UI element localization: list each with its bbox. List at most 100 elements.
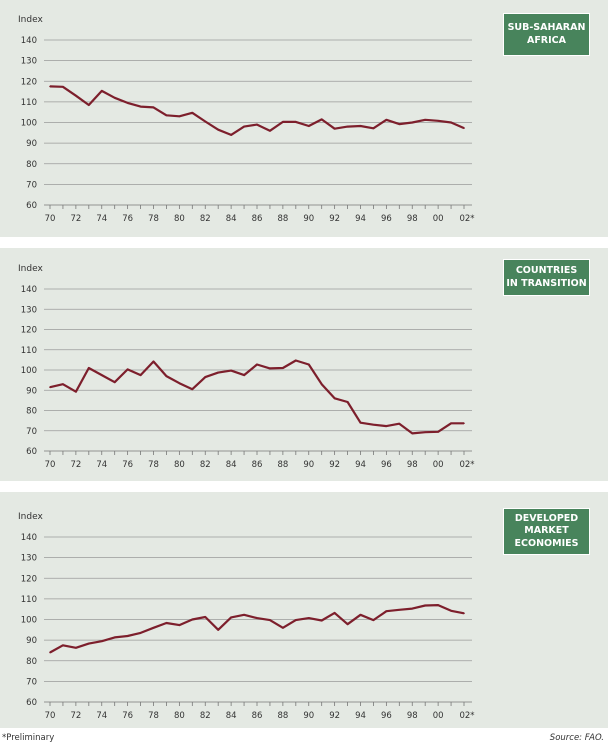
- data-point: [204, 120, 207, 123]
- y-tick-label: 90: [26, 636, 37, 646]
- x-tick-label: 98: [407, 214, 418, 224]
- x-tick-label: 00: [433, 460, 444, 470]
- region-badge: DEVELOPED MARKET ECONOMIES: [503, 508, 590, 555]
- x-tick-label: 92: [329, 460, 340, 470]
- data-point: [178, 382, 181, 384]
- x-tick-label: 80: [174, 711, 185, 721]
- data-point: [424, 431, 426, 433]
- x-tick-label: 00: [433, 711, 444, 721]
- data-point: [152, 360, 155, 363]
- data-point: [152, 106, 155, 109]
- data-point: [113, 381, 116, 383]
- data-point: [230, 616, 232, 619]
- x-tick-label: 78: [148, 460, 159, 470]
- data-point: [256, 617, 258, 619]
- panel-countries-in-transition: Index 60 70 80 90 100 110 120 130 140 70 72 74 76 78 80…: [0, 248, 608, 481]
- data-point: [256, 123, 258, 126]
- data-point: [100, 90, 103, 92]
- y-tick-label: 70: [26, 427, 37, 437]
- data-point: [411, 607, 414, 610]
- data-point: [139, 105, 142, 108]
- y-tick-label: 60: [26, 201, 37, 211]
- data-point: [320, 619, 323, 622]
- data-point: [75, 94, 77, 97]
- data-point: [100, 374, 103, 376]
- y-axis-label: Index: [18, 512, 43, 522]
- data-point: [372, 127, 375, 130]
- data-point: [88, 642, 90, 645]
- data-point: [165, 622, 168, 624]
- x-tick-label: 74: [96, 460, 107, 470]
- series-line: [49, 85, 465, 136]
- data-point: [88, 367, 90, 369]
- y-tick-label: 130: [21, 57, 37, 67]
- x-tick-label: 70: [45, 460, 56, 470]
- data-point: [333, 397, 336, 400]
- data-point: [217, 128, 219, 131]
- x-tick-label: 96: [381, 460, 392, 470]
- data-point: [463, 127, 465, 129]
- x-tick-label: 88: [277, 214, 288, 224]
- data-point: [62, 86, 64, 88]
- data-point: [191, 388, 194, 391]
- x-tick-label: 84: [226, 711, 237, 721]
- data-point: [333, 612, 336, 614]
- y-tick-label: 120: [21, 77, 37, 87]
- data-point: [243, 125, 245, 128]
- data-point: [191, 112, 194, 114]
- y-axis-label: Index: [18, 264, 43, 274]
- data-point: [411, 121, 414, 124]
- x-tick-label: 88: [277, 711, 288, 721]
- x-tick-label: 02*: [459, 460, 474, 470]
- chart-countries-in-transition: Index 60 70 80 90 100 110 120 130 140 70 72 74 76 78 80…: [18, 264, 475, 470]
- data-point: [269, 367, 271, 370]
- x-tick-label: 92: [329, 711, 340, 721]
- data-point: [49, 85, 51, 88]
- x-tick-label: 98: [407, 711, 418, 721]
- y-tick-label: 60: [26, 698, 37, 708]
- y-tick-label: 70: [26, 180, 37, 190]
- data-point: [139, 632, 142, 634]
- data-point: [398, 609, 401, 611]
- data-point: [307, 125, 310, 127]
- panel-sub-saharan-africa: Index 60 70 80 90 100 110 120 130 140 70 72 74 76 78 80…: [0, 0, 608, 237]
- data-point: [62, 383, 64, 385]
- data-point: [100, 640, 103, 642]
- data-point: [269, 619, 271, 621]
- data-point: [359, 421, 362, 424]
- data-point: [450, 422, 452, 425]
- x-tick-label: 76: [122, 711, 133, 721]
- data-point: [359, 125, 362, 127]
- x-tick-label: 90: [303, 214, 314, 224]
- y-tick-label: 130: [21, 554, 37, 564]
- x-tick-label: 92: [329, 214, 340, 224]
- x-tick-label: 90: [303, 460, 314, 470]
- y-tick-label: 140: [21, 285, 37, 295]
- x-tick-label: 94: [355, 711, 366, 721]
- data-point: [49, 651, 51, 654]
- data-point: [307, 363, 310, 366]
- x-tick-label: 86: [252, 460, 263, 470]
- data-point: [385, 610, 388, 613]
- y-tick-label: 80: [26, 657, 37, 667]
- y-tick-label: 140: [21, 36, 37, 46]
- data-point: [178, 624, 181, 626]
- y-tick-label: 130: [21, 305, 37, 315]
- y-tick-label: 90: [26, 139, 37, 149]
- y-tick-label: 100: [21, 366, 37, 376]
- y-tick-label: 80: [26, 160, 37, 170]
- data-point: [191, 618, 194, 621]
- data-point: [165, 114, 168, 117]
- data-point: [256, 363, 258, 366]
- series-line: [49, 359, 464, 435]
- data-point: [450, 610, 452, 612]
- data-point: [75, 646, 77, 649]
- x-tick-label: 80: [174, 214, 185, 224]
- x-tick-label: 70: [45, 711, 56, 721]
- y-tick-label: 140: [21, 533, 37, 543]
- x-tick-label: 90: [303, 711, 314, 721]
- panel-developed-market-economies: Index 60 70 80 90 100 110 120 130 140 70 72 74 76 78 80…: [0, 492, 608, 728]
- data-point: [217, 371, 219, 374]
- x-tick-label: 72: [70, 460, 81, 470]
- data-point: [165, 375, 168, 377]
